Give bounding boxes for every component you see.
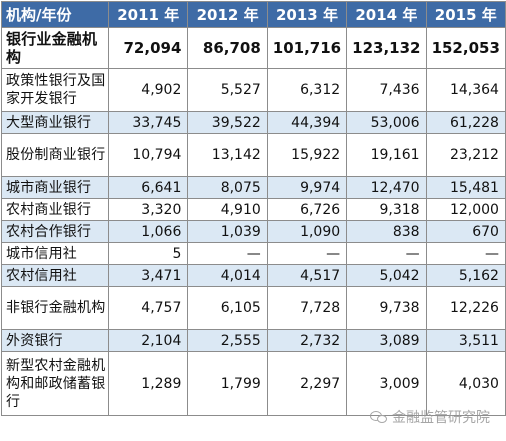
cell-value: 2,732 <box>266 329 348 352</box>
header-2015: 2015 年 <box>425 1 506 28</box>
cell-value: 72,094 <box>107 27 189 69</box>
cell-value: 6,312 <box>266 68 348 112</box>
cell-value: 1,066 <box>107 220 189 243</box>
cell-value: 44,394 <box>266 111 348 134</box>
cell-value: 4,014 <box>187 264 268 287</box>
cell-value: — <box>266 242 348 265</box>
cell-value: 2,297 <box>266 351 348 416</box>
cell-value: 5,042 <box>346 264 427 287</box>
row-label: 大型商业银行 <box>1 111 109 134</box>
cell-value: 8,075 <box>187 176 268 199</box>
cell-value: 3,471 <box>107 264 189 287</box>
data-table: 机构/年份 2011 年 2012 年 2013 年 2014 年 2015 年… <box>1 1 506 416</box>
cell-value: 19,161 <box>346 133 427 177</box>
table-row: 城市信用社 5 — — — — <box>1 242 506 265</box>
cell-value: 5,527 <box>187 68 268 112</box>
table-row: 农村合作银行 1,066 1,039 1,090 838 670 <box>1 220 506 243</box>
cell-value: 7,436 <box>346 68 427 112</box>
table-row: 外资银行 2,104 2,555 2,732 3,089 3,511 <box>1 329 506 352</box>
cell-value: 6,726 <box>266 198 348 221</box>
header-institution-year: 机构/年份 <box>1 1 109 28</box>
row-label: 非银行金融机构 <box>1 286 109 330</box>
header-2012: 2012 年 <box>187 1 268 28</box>
cell-value: 4,030 <box>425 351 506 416</box>
cell-value: 1,090 <box>266 220 348 243</box>
cell-value: 10,794 <box>107 133 189 177</box>
row-label: 新型农村金融机构和邮政储蓄银行 <box>1 351 109 416</box>
table-row: 股份制商业银行 10,794 13,142 15,922 19,161 23,2… <box>1 133 506 177</box>
row-label: 股份制商业银行 <box>1 133 109 177</box>
cell-value: 6,641 <box>107 176 189 199</box>
header-2013: 2013 年 <box>266 1 348 28</box>
cell-value: 9,738 <box>346 286 427 330</box>
cell-value: 123,132 <box>346 27 427 69</box>
row-label: 银行业金融机构 <box>1 27 109 69</box>
cell-value: 15,922 <box>266 133 348 177</box>
row-label: 城市商业银行 <box>1 176 109 199</box>
cell-value: 838 <box>346 220 427 243</box>
cell-value: 9,318 <box>346 198 427 221</box>
table-row: 非银行金融机构 4,757 6,105 7,728 9,738 12,226 <box>1 286 506 330</box>
table-row: 政策性银行及国家开发银行 4,902 5,527 6,312 7,436 14,… <box>1 68 506 112</box>
row-label: 政策性银行及国家开发银行 <box>1 68 109 112</box>
cell-value: 3,089 <box>346 329 427 352</box>
cell-value: 4,902 <box>107 68 189 112</box>
header-2011: 2011 年 <box>107 1 189 28</box>
header-2014: 2014 年 <box>346 1 427 28</box>
cell-value: 1,039 <box>187 220 268 243</box>
cell-value: 7,728 <box>266 286 348 330</box>
cell-value: 1,799 <box>187 351 268 416</box>
cell-value: 53,006 <box>346 111 427 134</box>
cell-value: 61,228 <box>425 111 506 134</box>
table-row: 农村信用社 3,471 4,014 4,517 5,042 5,162 <box>1 264 506 287</box>
cell-value: — <box>425 242 506 265</box>
cell-value: 3,009 <box>346 351 427 416</box>
table-row: 大型商业银行 33,745 39,522 44,394 53,006 61,22… <box>1 111 506 134</box>
row-label: 外资银行 <box>1 329 109 352</box>
cell-value: 12,000 <box>425 198 506 221</box>
cell-value: 4,517 <box>266 264 348 287</box>
cell-value: 15,481 <box>425 176 506 199</box>
cell-value: 9,974 <box>266 176 348 199</box>
cell-value: 152,053 <box>425 27 506 69</box>
row-label: 农村商业银行 <box>1 198 109 221</box>
cell-value: 23,212 <box>425 133 506 177</box>
cell-value: 12,226 <box>425 286 506 330</box>
table-row: 农村商业银行 3,320 4,910 6,726 9,318 12,000 <box>1 198 506 221</box>
table-row: 银行业金融机构 72,094 86,708 101,716 123,132 15… <box>1 27 506 69</box>
row-label: 农村合作银行 <box>1 220 109 243</box>
table-row: 城市商业银行 6,641 8,075 9,974 12,470 15,481 <box>1 176 506 199</box>
cell-value: 5 <box>107 242 189 265</box>
row-label: 农村信用社 <box>1 264 109 287</box>
cell-value: 6,105 <box>187 286 268 330</box>
cell-value: 4,757 <box>107 286 189 330</box>
cell-value: — <box>187 242 268 265</box>
header-row: 机构/年份 2011 年 2012 年 2013 年 2014 年 2015 年 <box>1 1 506 28</box>
cell-value: 14,364 <box>425 68 506 112</box>
cell-value: 2,104 <box>107 329 189 352</box>
cell-value: 39,522 <box>187 111 268 134</box>
cell-value: 3,320 <box>107 198 189 221</box>
cell-value: 2,555 <box>187 329 268 352</box>
cell-value: 3,511 <box>425 329 506 352</box>
cell-value: 5,162 <box>425 264 506 287</box>
cell-value: 12,470 <box>346 176 427 199</box>
table-row: 新型农村金融机构和邮政储蓄银行 1,289 1,799 2,297 3,009 … <box>1 351 506 416</box>
cell-value: 670 <box>425 220 506 243</box>
row-label: 城市信用社 <box>1 242 109 265</box>
cell-value: 1,289 <box>107 351 189 416</box>
cell-value: — <box>346 242 427 265</box>
cell-value: 101,716 <box>266 27 348 69</box>
cell-value: 86,708 <box>187 27 268 69</box>
cell-value: 13,142 <box>187 133 268 177</box>
cell-value: 4,910 <box>187 198 268 221</box>
cell-value: 33,745 <box>107 111 189 134</box>
